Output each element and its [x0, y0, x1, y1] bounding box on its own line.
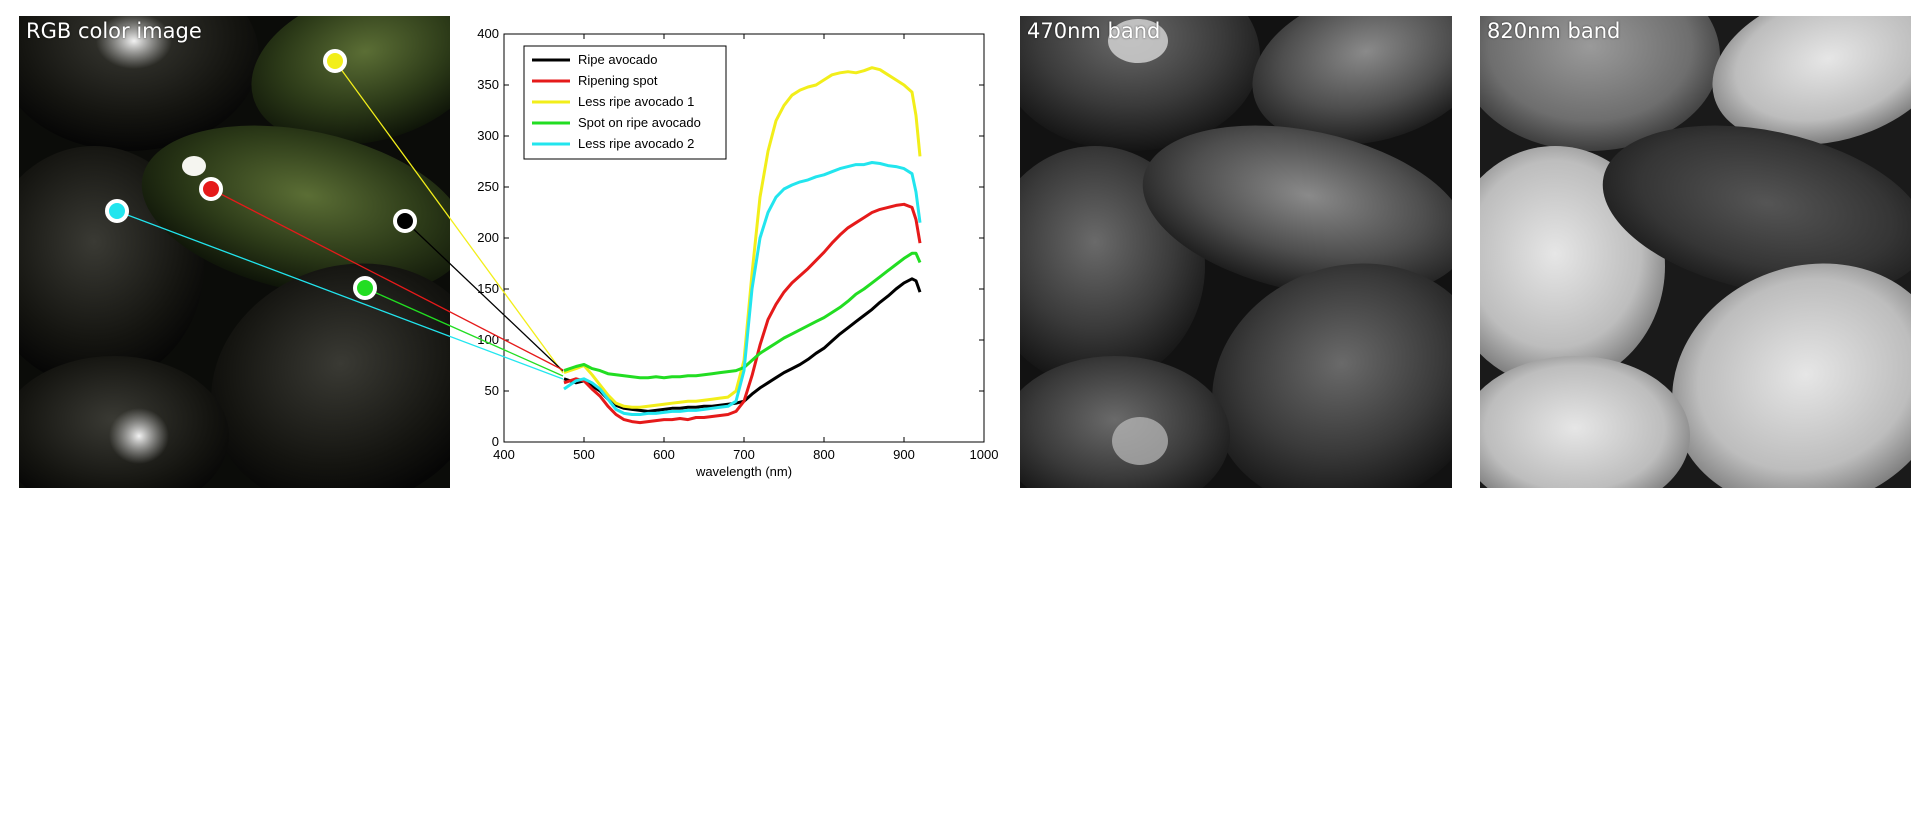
x-tick-label: 1000 [970, 447, 999, 462]
band-470nm-panel: 470nm band [1020, 16, 1452, 488]
y-tick-label: 250 [477, 179, 499, 194]
band-820nm-label: 820nm band [1487, 19, 1621, 43]
legend-entry: Ripening spot [578, 73, 658, 88]
x-tick-label: 900 [893, 447, 915, 462]
band-820nm-panel: 820nm band [1480, 16, 1911, 488]
chart-svg: 400 500 600 700 800 900 1000 0 50 100 150 200 250 300… [477, 26, 999, 479]
y-tick-label: 400 [477, 26, 499, 41]
y-tick-label: 50 [485, 383, 499, 398]
legend: Ripe avocado Ripening spot Less ripe avoca… [523, 45, 727, 160]
reflectance-chart: 400 500 600 700 800 900 1000 0 50 100 150 200 250 300… [460, 16, 1020, 496]
x-tick-label: 500 [573, 447, 595, 462]
y-tick-label: 100 [477, 332, 499, 347]
band-470nm-label: 470nm band [1027, 19, 1161, 43]
y-tick-label: 0 [492, 434, 499, 449]
rgb-avocado-photo [19, 16, 450, 488]
x-axis-label: wavelength (nm) [695, 464, 792, 479]
series-line-3 [563, 251, 922, 380]
series-line-4 [563, 161, 922, 416]
rgb-image-label: RGB color image [26, 19, 202, 43]
legend-entry: Less ripe avocado 2 [578, 136, 694, 151]
x-tick-label: 600 [653, 447, 675, 462]
series-line-0 [563, 277, 922, 413]
legend-entry: Less ripe avocado 1 [578, 94, 694, 109]
legend-entry: Spot on ripe avocado [578, 115, 701, 130]
series-lines [563, 66, 922, 425]
x-tick-label: 800 [813, 447, 835, 462]
y-tick-label: 300 [477, 128, 499, 143]
y-tick-label: 200 [477, 230, 499, 245]
band-820nm-photo [1480, 16, 1911, 488]
y-tick-label: 150 [477, 281, 499, 296]
band-470nm-photo [1020, 16, 1452, 488]
x-tick-label: 400 [493, 447, 515, 462]
y-tick-label: 350 [477, 77, 499, 92]
x-tick-label: 700 [733, 447, 755, 462]
series-line-1 [563, 202, 922, 425]
legend-entry: Ripe avocado [578, 52, 658, 67]
rgb-color-image-panel: RGB color image [19, 16, 450, 488]
